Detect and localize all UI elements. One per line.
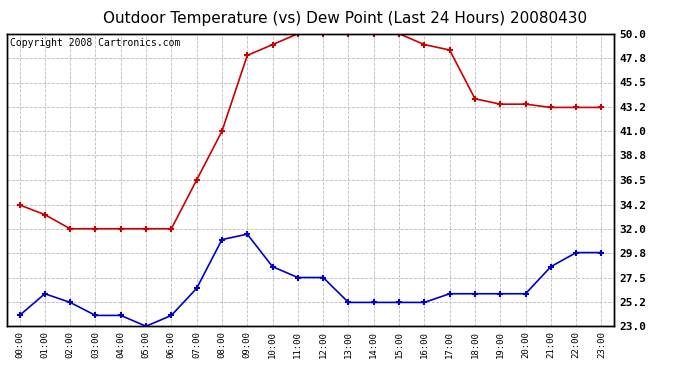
Text: Outdoor Temperature (vs) Dew Point (Last 24 Hours) 20080430: Outdoor Temperature (vs) Dew Point (Last… [103,11,587,26]
Text: Copyright 2008 Cartronics.com: Copyright 2008 Cartronics.com [10,38,180,48]
